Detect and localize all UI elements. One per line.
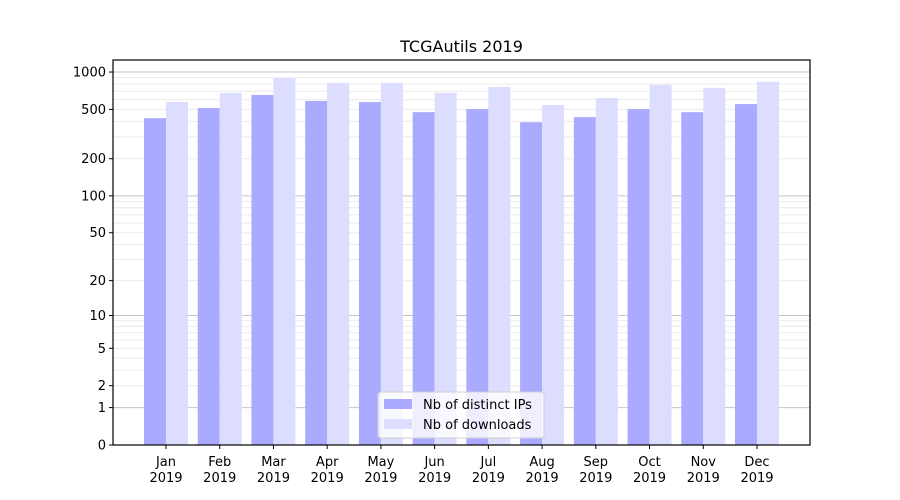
bar-ips (466, 109, 489, 445)
x-tick-label: Jun 2019 (418, 455, 451, 486)
bar-ips (681, 112, 704, 446)
legend-swatch (384, 399, 412, 409)
bar-ips (358, 102, 381, 445)
bar-downloads (327, 82, 350, 446)
y-tick-label: 0 (98, 439, 106, 454)
bar-downloads (219, 92, 242, 446)
bar-downloads (434, 92, 457, 446)
bar-ips (627, 109, 650, 445)
bar-ips (144, 118, 166, 445)
bar-downloads (166, 102, 188, 445)
x-tick-label: May 2019 (364, 455, 397, 486)
bar-ips (251, 94, 274, 446)
y-tick-label: 1000 (73, 66, 106, 81)
x-tick-label: Apr 2019 (311, 455, 344, 486)
y-tick-label: 500 (81, 103, 106, 118)
y-tick-label: 20 (89, 274, 106, 289)
y-tick-label: 200 (81, 152, 106, 167)
legend-label: Nb of distinct IPs (423, 398, 532, 413)
bar-ips (573, 117, 596, 446)
bar-downloads (542, 105, 565, 445)
bar-downloads (757, 81, 779, 446)
y-tick-label: 5 (98, 342, 106, 357)
bar-downloads (703, 87, 726, 445)
bar-ips (305, 100, 328, 446)
bar-downloads (649, 84, 672, 445)
x-tick-label: Mar 2019 (257, 455, 290, 486)
bar-downloads (273, 77, 296, 445)
bar-ips (412, 112, 435, 446)
x-tick-label: Oct 2019 (633, 455, 666, 486)
bar-ips (735, 104, 757, 445)
bar-downloads (488, 86, 511, 445)
legend-label: Nb of downloads (423, 418, 532, 433)
legend-swatch (384, 419, 412, 429)
y-tick-label: 100 (81, 189, 106, 204)
y-tick-label: 1 (98, 401, 106, 416)
x-tick-label: Dec 2019 (740, 455, 773, 486)
y-tick-label: 2 (98, 379, 106, 394)
y-tick-label: 50 (89, 226, 106, 241)
axes-frame (112, 59, 811, 446)
x-tick-label: Nov 2019 (687, 455, 720, 486)
x-tick-label: Jul 2019 (472, 455, 505, 486)
x-tick-label: Aug 2019 (526, 455, 559, 486)
bar-downloads (380, 82, 403, 446)
x-tick-label: Sep 2019 (579, 455, 612, 486)
bar-ips (520, 122, 543, 445)
bar-downloads (595, 97, 618, 446)
y-tick-label: 10 (89, 309, 106, 324)
legend: Nb of distinct IPs Nb of downloads (377, 391, 545, 439)
x-tick-label: Jan 2019 (149, 455, 182, 486)
bar-ips (197, 108, 220, 445)
x-tick-label: Feb 2019 (203, 455, 236, 486)
chart-title: TCGAutils 2019 (399, 37, 523, 56)
